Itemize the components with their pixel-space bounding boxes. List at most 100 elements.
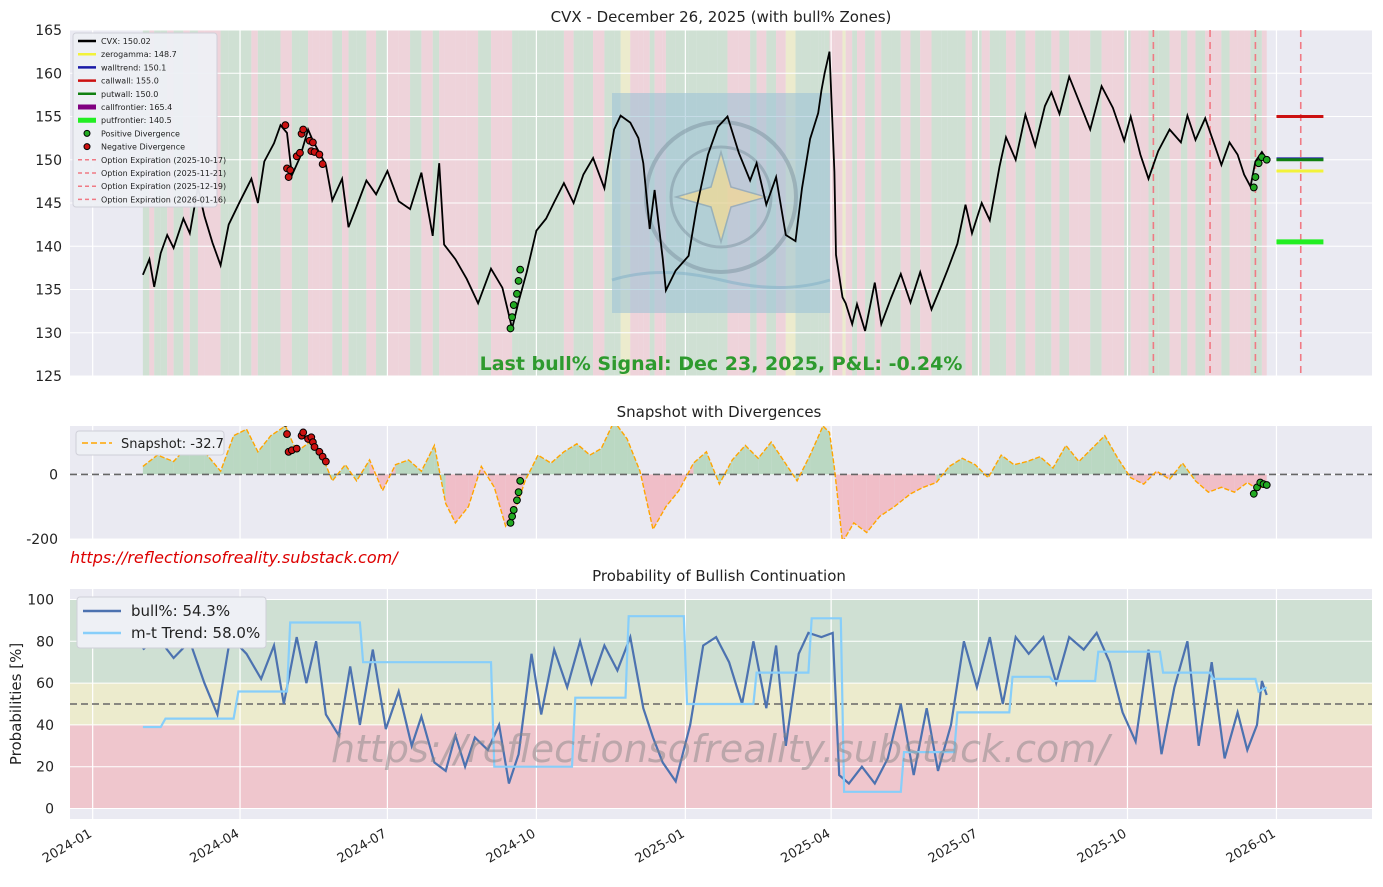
positive-area	[332, 464, 346, 481]
positive-area	[204, 451, 221, 475]
negative-divergence-marker	[296, 148, 304, 157]
legend-marker	[83, 129, 91, 137]
positive-area	[810, 426, 824, 475]
snapshot-y-tick-label: -200	[26, 532, 58, 548]
positive-area	[949, 458, 963, 475]
x-tick-label: 2025-10	[1075, 826, 1130, 866]
probability-y-tick-label: 80	[36, 634, 54, 650]
legend-box	[75, 430, 225, 456]
positive-divergence-marker	[1262, 155, 1271, 164]
positive-area	[233, 429, 247, 475]
negative-area	[652, 474, 666, 530]
negative-divergence-marker	[283, 430, 291, 438]
positive-divergence-marker	[513, 496, 521, 505]
positive-divergence-marker	[513, 289, 521, 298]
snapshot-axes: -200 0	[26, 467, 58, 548]
probability-y-label: Probabilities [%]	[7, 643, 25, 765]
negative-divergence-marker	[321, 457, 330, 466]
negative-divergence-marker	[299, 125, 308, 134]
legend-label: zerogamma: 148.7	[101, 50, 177, 59]
negative-divergence-marker	[283, 426, 288, 427]
positive-area	[246, 429, 258, 475]
snapshot-legend: Snapshot: -32.7	[75, 430, 225, 456]
legend-label: Positive Divergence	[101, 129, 180, 138]
legend-label: walltrend: 150.1	[101, 63, 166, 72]
legend-label: callwall: 155.0	[101, 77, 159, 86]
price-chart-title: CVX - December 26, 2025 (with bull% Zone…	[551, 8, 892, 26]
legend-label: CVX: 150.02	[101, 37, 151, 46]
negative-area	[468, 466, 482, 507]
x-tick-label: 2025-04	[779, 826, 834, 866]
positive-area	[1001, 455, 1015, 475]
negative-area	[894, 474, 911, 507]
legend-label: callfrontier: 165.4	[101, 103, 172, 112]
positive-area	[823, 426, 830, 475]
legend-label: putfrontier: 140.5	[101, 116, 172, 125]
probability-legend: bull%: 54.3% m-t Trend: 58.0%	[76, 596, 267, 649]
x-tick-label: 2025-01	[633, 826, 688, 866]
positive-area	[142, 455, 158, 475]
probability-chart-title: Probability of Bullish Continuation	[592, 567, 846, 585]
x-tick-label: 2024-10	[484, 826, 539, 866]
negative-area	[1208, 474, 1222, 493]
price-legend: CVX: 150.02 zerogamma: 148.7 walltrend: 15…	[72, 32, 226, 208]
url-watermark: https://reflectionsofreality.substack.co…	[331, 727, 1113, 771]
positive-area	[732, 445, 746, 475]
snapshot-chart-title: Snapshot with Divergences	[617, 403, 822, 421]
positive-area	[1027, 456, 1041, 475]
positive-divergence-marker	[514, 488, 523, 497]
price-y-tick-label: 145	[35, 196, 62, 212]
probability-y-tick-label: 0	[45, 802, 54, 818]
positive-divergence-marker	[516, 476, 525, 485]
positive-area	[538, 455, 551, 475]
negative-area	[1130, 474, 1144, 485]
positive-area	[693, 451, 707, 475]
x-tick-label: 2026-01	[1224, 826, 1279, 866]
negative-divergence-marker	[315, 150, 324, 159]
positive-divergence-marker	[508, 313, 516, 322]
legend-label: m-t Trend: 58.0%	[131, 624, 260, 642]
probability-y-tick-label: 100	[27, 592, 54, 608]
probability-y-tick-label: 40	[36, 718, 54, 734]
price-y-tick-label: 160	[35, 66, 62, 82]
negative-area	[866, 474, 880, 533]
positive-area	[614, 426, 628, 475]
legend-label: Option Expiration (2025-11-21)	[101, 169, 226, 178]
positive-area	[589, 448, 602, 475]
legend-label: bull%: 54.3%	[131, 602, 230, 620]
x-tick-label: 2024-01	[40, 826, 95, 866]
positive-divergence-marker	[1251, 173, 1260, 181]
positive-area	[1040, 456, 1053, 475]
positive-area	[771, 442, 785, 475]
negative-divergence-marker	[310, 443, 319, 451]
positive-divergence-marker	[508, 512, 516, 521]
legend-label: putwall: 150.0	[101, 90, 158, 99]
negative-area	[1221, 474, 1235, 493]
snapshot-y-tick-label: 0	[49, 467, 58, 483]
legend-label: Option Expiration (2026-01-16)	[101, 195, 226, 204]
legend-marker	[83, 143, 91, 151]
x-tick-label: 2025-07	[926, 826, 981, 866]
legend-box	[76, 596, 267, 649]
positive-divergence-marker	[1249, 489, 1258, 498]
positive-area	[1091, 435, 1105, 475]
positive-area	[1052, 445, 1066, 475]
negative-divergence-marker	[292, 444, 301, 453]
positive-area	[576, 443, 590, 475]
probability-y-tick-label: 60	[36, 676, 54, 692]
negative-area	[1195, 474, 1209, 493]
positive-area	[1104, 435, 1118, 475]
positive-area	[962, 458, 976, 475]
negative-area	[923, 474, 937, 488]
price-axes: 125 130 135 140 145 150 155 160 165	[35, 23, 62, 385]
positive-area	[408, 459, 422, 475]
negative-area	[879, 474, 895, 517]
legend-label: Negative Divergence	[101, 143, 185, 152]
cvx-price-line	[142, 51, 1268, 332]
positive-divergence-marker	[514, 276, 523, 285]
positive-area	[1014, 461, 1028, 475]
positive-area	[270, 426, 286, 475]
x-tick-label: 2024-04	[187, 826, 242, 866]
snapshot-line	[142, 426, 1267, 539]
